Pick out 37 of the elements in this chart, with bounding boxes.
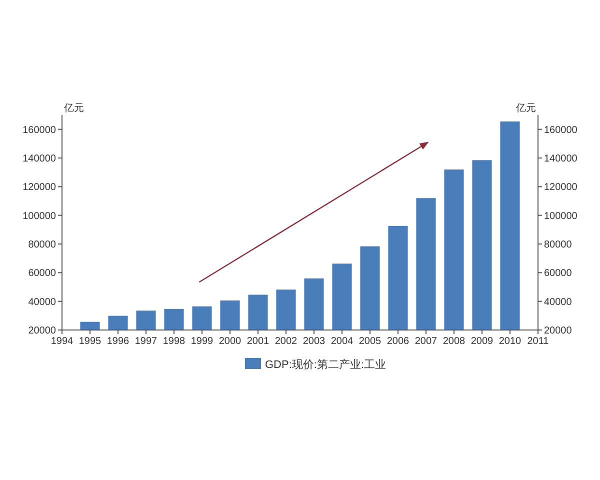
y-tick-label: 60000	[28, 268, 56, 280]
x-tick-label: 2003	[302, 336, 326, 347]
x-tick-label: 2011	[527, 336, 550, 347]
x-tick-label: 2004	[330, 336, 354, 347]
y-tick-label: 80000	[28, 240, 56, 250]
y2-tick-label: 120000	[544, 182, 578, 194]
y-tick-label: 100000	[22, 210, 56, 222]
x-tick-label: 1999	[190, 336, 214, 347]
x-tick-label: 2000	[218, 336, 242, 347]
x-tick-label: 1994	[50, 336, 74, 347]
x-tick-label: 2008	[442, 336, 466, 347]
x-tick-label: 1998	[162, 336, 186, 347]
x-tick-label: 1996	[106, 336, 130, 347]
x-tick-label: 2001	[246, 336, 270, 347]
y2-tick-label: 40000	[544, 296, 572, 308]
y-tick-label: 20000	[28, 326, 56, 336]
y2-tick-label: 100000	[544, 210, 578, 222]
y-axis-title: 亿元	[63, 103, 84, 114]
y2-tick-label: 160000	[544, 124, 578, 136]
y-tick-label: 140000	[22, 154, 56, 164]
x-tick-label: 1997	[134, 336, 158, 347]
x-tick-label: 2007	[414, 336, 438, 347]
y2-tick-label: 80000	[544, 240, 572, 250]
x-tick-label: 2005	[358, 336, 382, 347]
y2-tick-label: 60000	[544, 268, 572, 280]
y2-axis-title: 亿元	[515, 103, 536, 114]
y-tick-label: 120000	[22, 182, 56, 194]
y-tick-label: 160000	[22, 124, 56, 136]
x-tick-label: 1995	[78, 336, 102, 347]
legend-label: GDP:现价:第二产业:工业	[265, 358, 386, 371]
y-tick-label: 40000	[28, 296, 56, 308]
x-tick-label: 2010	[498, 336, 522, 347]
y2-tick-label: 140000	[544, 154, 578, 164]
y2-tick-label: 20000	[544, 326, 572, 336]
x-tick-label: 2009	[470, 336, 494, 347]
x-tick-label: 2002	[274, 336, 298, 347]
x-tick-label: 2006	[386, 336, 410, 347]
